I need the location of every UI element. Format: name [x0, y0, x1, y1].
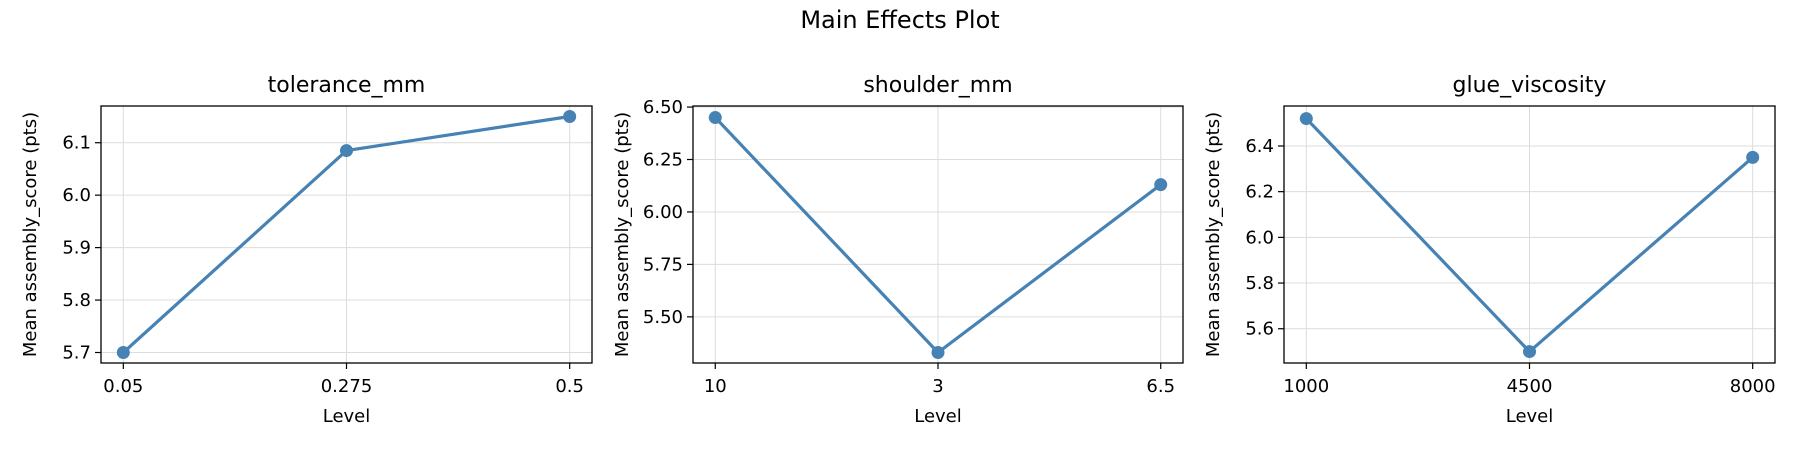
panel-3-ytick-label-5: 6.4 [1245, 136, 1274, 157]
panel-2-xtick-label-1: 10 [704, 376, 727, 397]
panel-1-title: tolerance_mm [268, 73, 426, 98]
panel-3-ytick-label-1: 5.6 [1245, 319, 1274, 340]
panel-1-point-3 [563, 109, 577, 123]
panel-2: 5.50 5.75 6.00 6.25 6.50 10 3 6.5 shoulder_mm Lev… [612, 73, 1184, 427]
panel-2-point-2 [931, 346, 945, 360]
panel-3-point-1 [1299, 112, 1313, 126]
panel-1-ylabel: Mean assembly_score (pts) [20, 112, 41, 357]
panel-1-ytick-label-3: 5.9 [62, 238, 91, 259]
panel-1: 5.7 5.8 5.9 6.0 6.1 0.05 0.275 0.5 tolerance_mm L… [20, 73, 593, 427]
panel-2-ylabel: Mean assembly_score (pts) [612, 112, 633, 357]
panel-2-title: shoulder_mm [863, 73, 1012, 98]
panel-2-xtick-label-2: 3 [932, 376, 943, 397]
panel-1-xtick-label-3: 0.5 [555, 376, 584, 397]
panel-2-ytick-label-4: 6.25 [643, 149, 683, 170]
panel-2-xlabel: Level [914, 406, 962, 427]
panel-3-point-3 [1746, 150, 1760, 164]
panel-1-ytick-label-1: 5.7 [62, 343, 91, 364]
panel-3-xtick-label-2: 4500 [1507, 376, 1553, 397]
panel-2-ytick-label-2: 5.75 [643, 254, 683, 275]
panel-3-ytick-label-3: 6.0 [1245, 227, 1274, 248]
panel-1-ytick-label-2: 5.8 [62, 290, 91, 311]
panel-2-point-1 [708, 111, 722, 125]
panel-2-point-3 [1154, 178, 1168, 192]
panel-3-xtick-label-3: 8000 [1730, 376, 1776, 397]
panel-2-ytick-label-5: 6.50 [643, 97, 683, 118]
panel-3-title: glue_viscosity [1453, 73, 1607, 98]
panel-3-ytick-label-2: 5.8 [1245, 273, 1274, 294]
panel-2-ytick-label-3: 6.00 [643, 202, 683, 223]
panel-3-xlabel: Level [1506, 406, 1554, 427]
panel-2-xtick-label-3: 6.5 [1146, 376, 1175, 397]
panel-1-ytick-label-5: 6.1 [62, 133, 91, 154]
panel-1-xtick-label-2: 0.275 [321, 376, 373, 397]
panel-3-point-2 [1523, 345, 1536, 359]
panel-3: 5.6 5.8 6.0 6.2 6.4 1000 4500 8000 glue_viscosit… [1203, 73, 1776, 427]
figure-title: Main Effects Plot [800, 6, 999, 34]
panel-2-ytick-label-1: 5.50 [643, 307, 683, 328]
panel-1-point-2 [340, 144, 353, 158]
panel-3-ytick-label-4: 6.2 [1245, 182, 1274, 203]
panel-3-ylabel: Mean assembly_score (pts) [1203, 112, 1224, 357]
panel-3-xtick-label-1: 1000 [1283, 376, 1329, 397]
panel-1-point-1 [116, 346, 130, 360]
panel-1-xtick-label-1: 0.05 [103, 376, 143, 397]
panel-1-ytick-label-4: 6.0 [62, 185, 91, 206]
panel-1-xlabel: Level [323, 406, 371, 427]
